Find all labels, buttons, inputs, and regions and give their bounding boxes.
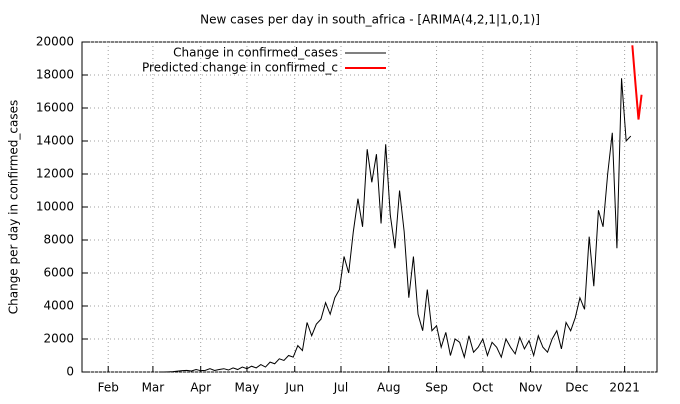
legend-label: Change in confirmed_cases: [173, 46, 338, 60]
y-tick-label: 20000: [36, 35, 74, 49]
x-tick-label: Sep: [425, 381, 448, 395]
y-tick-label: 10000: [36, 200, 74, 214]
x-tick-label: Oct: [472, 381, 493, 395]
series-line: [159, 78, 632, 373]
x-tick-label: Mar: [142, 381, 165, 395]
y-tick-label: 2000: [43, 332, 74, 346]
y-axis-label: Change per day in confirmed_cases: [7, 100, 21, 315]
x-tick-label: Apr: [190, 381, 211, 395]
x-tick-label: Aug: [377, 381, 400, 395]
y-tick-label: 8000: [43, 233, 74, 247]
x-tick-label: Dec: [565, 381, 588, 395]
series-line: [631, 45, 643, 120]
chart-title: New cases per day in south_africa - [ARI…: [200, 13, 540, 27]
y-tick-label: 14000: [36, 134, 74, 148]
y-tick-label: 16000: [36, 101, 74, 115]
y-tick-label: 12000: [36, 167, 74, 181]
y-tick-label: 6000: [43, 266, 74, 280]
legend-label: Predicted change in confirmed_c: [142, 61, 338, 75]
x-tick-label: Jun: [284, 381, 304, 395]
y-tick-label: 0: [66, 365, 74, 379]
x-tick-label: Jul: [333, 381, 348, 395]
x-tick-label: 2021: [609, 381, 640, 395]
x-tick-label: Nov: [519, 381, 542, 395]
x-tick-label: Feb: [98, 381, 119, 395]
y-tick-label: 4000: [43, 299, 74, 313]
y-tick-label: 18000: [36, 68, 74, 82]
x-tick-label: May: [235, 381, 260, 395]
